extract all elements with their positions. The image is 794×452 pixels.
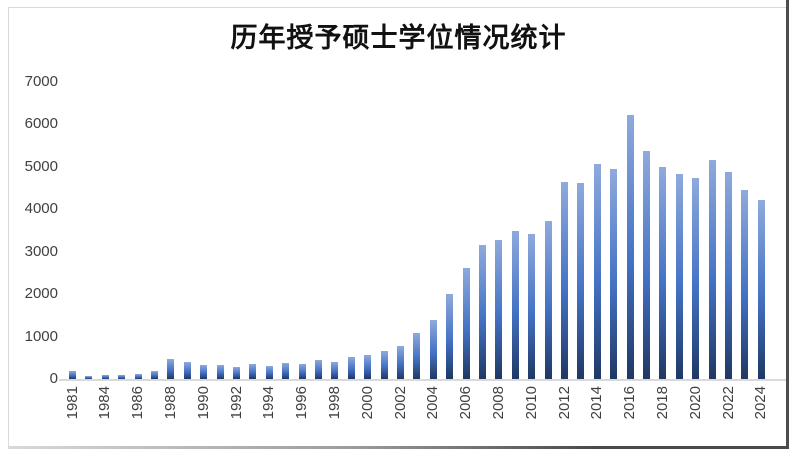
x-axis-tick-label: 2010 <box>522 386 540 420</box>
bar-2014 <box>593 164 601 379</box>
bar-1988 <box>167 359 175 379</box>
bar-2013 <box>577 183 585 379</box>
plot-area: 0 1000 2000 3000 4000 5000 6000 7000 1981 1984 198… <box>9 8 788 448</box>
x-axis-tick-label: 2014 <box>588 386 606 420</box>
x-axis-tick-label: 1992 <box>227 386 245 420</box>
bar-2005 <box>446 294 454 379</box>
bar-2006 <box>462 268 470 379</box>
bar-2003 <box>413 333 421 379</box>
bar-2021 <box>708 160 716 379</box>
bar-2011 <box>544 221 552 379</box>
y-axis-tick-label: 6000 <box>24 115 58 132</box>
x-axis-tick-label: 1981 <box>63 386 81 420</box>
x-axis-tick-label: 2016 <box>621 386 639 420</box>
bar-2004 <box>429 320 437 379</box>
bar-2015 <box>610 169 618 379</box>
x-axis-tick-label: 1990 <box>194 386 212 420</box>
bar-2016 <box>626 115 634 379</box>
bar-1985 <box>118 375 126 379</box>
bar-2017 <box>643 151 650 379</box>
bar-1998 <box>331 362 339 379</box>
x-axis-tick-label: 2002 <box>391 386 409 420</box>
bar-2009 <box>511 231 519 379</box>
x-axis-tick-label: 2024 <box>752 386 770 420</box>
x-axis-tick-label: 2012 <box>555 386 573 420</box>
bar-1995 <box>282 363 290 379</box>
x-axis-tick-label: 1986 <box>129 386 147 420</box>
y-axis-tick-label: 3000 <box>24 242 58 260</box>
chart-title: 历年授予硕士学位情况统计 <box>230 23 567 54</box>
bar-2020 <box>692 178 700 379</box>
bar-2001 <box>380 351 388 379</box>
bar-2022 <box>725 172 732 379</box>
x-axis-tick-label: 1998 <box>325 386 343 420</box>
x-axis-tick-label: 2006 <box>457 386 475 420</box>
x-axis-tick-label: 2000 <box>358 386 376 420</box>
bar-2024 <box>757 200 765 379</box>
y-axis-tick-label: 7000 <box>24 72 58 90</box>
bar-2007 <box>479 245 486 379</box>
chart-panel: 历年授予硕士学位情况统计 0 1000 2000 3000 4000 5000 6000 70… <box>8 7 788 448</box>
window-bottom-edge <box>8 446 789 449</box>
bar-1999 <box>347 357 355 379</box>
bar-1990 <box>200 365 208 379</box>
x-axis-tick-label: 1984 <box>96 386 114 420</box>
bar-1981 <box>69 371 76 379</box>
bar-1983 <box>85 376 93 379</box>
bar-1989 <box>183 362 191 379</box>
bar-2000 <box>364 355 372 379</box>
y-axis-tick-label: 4000 <box>24 200 58 217</box>
x-axis-tick-label: 2020 <box>686 386 704 420</box>
bar-2008 <box>495 240 503 379</box>
x-axis-line <box>59 379 786 381</box>
bar-1986 <box>134 374 142 379</box>
x-axis-tick-label: 2018 <box>653 386 671 420</box>
bar-2010 <box>528 234 536 379</box>
y-axis-tick-label: 2000 <box>24 285 58 302</box>
bar-2018 <box>659 167 667 379</box>
bar-2019 <box>675 174 683 379</box>
bar-1996 <box>298 364 306 379</box>
bar-1991 <box>216 365 224 379</box>
x-axis-tick-label: 2008 <box>489 386 507 420</box>
y-axis-tick-label: 1000 <box>24 327 58 345</box>
bar-1992 <box>233 367 240 379</box>
bar-1993 <box>249 364 257 379</box>
bar-1984 <box>101 375 109 379</box>
window-right-edge <box>786 0 789 449</box>
y-axis-tick-label: 0 <box>49 370 58 387</box>
x-axis-tick-label: 1996 <box>293 386 311 420</box>
bar-2012 <box>561 182 568 379</box>
x-axis-tick-label: 2022 <box>719 386 737 420</box>
bar-1997 <box>315 360 322 379</box>
y-axis-tick-label: 5000 <box>24 157 58 175</box>
x-axis-tick-label: 1988 <box>161 386 179 420</box>
bar-2002 <box>397 346 404 379</box>
bar-2023 <box>741 190 749 379</box>
bar-1987 <box>151 371 158 379</box>
x-axis-tick-label: 2004 <box>424 386 442 420</box>
x-axis-tick-label: 1994 <box>260 386 278 420</box>
bar-1994 <box>265 366 273 379</box>
